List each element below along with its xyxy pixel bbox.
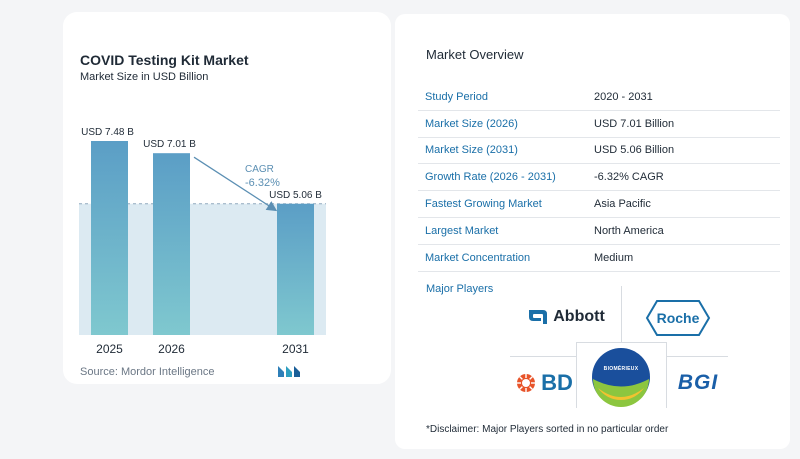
biomerieux-circle-icon [592, 348, 650, 407]
overview-row: Growth Rate (2026 - 2031) -6.32% CAGR [418, 164, 780, 192]
overview-label: Study Period [425, 90, 488, 103]
overview-row: Market Size (2026) USD 7.01 Billion [418, 111, 780, 138]
chart-title: COVID Testing Kit Market [80, 52, 249, 68]
overview-value: Asia Pacific [594, 198, 651, 211]
overview-label: Market Size (2026) [425, 117, 518, 130]
overview-table: Study Period 2020 - 2031 Market Size (20… [418, 84, 780, 272]
chart-subtitle: Market Size in USD Billion [80, 71, 209, 83]
overview-value: 2020 - 2031 [594, 90, 653, 103]
bgi-logo: BGI [677, 371, 719, 394]
overview-value: USD 5.06 Billion [594, 144, 675, 157]
x-tick-label: 2031 [282, 342, 309, 356]
overview-row: Fastest Growing Market Asia Pacific [418, 191, 780, 218]
overview-value: Medium [594, 251, 634, 264]
roche-logo: Roche [645, 298, 711, 338]
divider [576, 342, 667, 343]
bar-2026 [153, 153, 190, 335]
divider [666, 356, 728, 357]
overview-row: Market Concentration Medium [418, 245, 780, 272]
abbott-icon [529, 310, 548, 324]
x-tick-label: 2025 [96, 342, 123, 356]
overview-row: Largest Market North America [418, 218, 780, 245]
overview-value: -6.32% CAGR [594, 171, 664, 184]
overview-value: North America [594, 224, 664, 237]
overview-label: Growth Rate (2026 - 2031) [425, 171, 556, 184]
mordor-logo-icon [278, 366, 300, 377]
data-label: USD 7.01 B [143, 139, 196, 150]
overview-label: Largest Market [425, 224, 499, 237]
overview-title: Market Overview [426, 47, 524, 62]
data-label: USD 7.48 B [81, 127, 134, 138]
bd-logo: BD [512, 368, 576, 398]
bar-chart: USD 7.48 B 2025 USD 7.01 B 2026 USD 5.06 B 20… [79, 127, 326, 356]
major-players-title: Major Players [426, 283, 494, 295]
overview-row: Market Size (2031) USD 5.06 Billion [418, 138, 780, 165]
bar-2025 [91, 141, 128, 335]
data-label: USD 5.06 B [269, 190, 322, 201]
overview-value: USD 7.01 Billion [594, 117, 675, 130]
x-tick-label: 2026 [158, 342, 185, 356]
source-text: Source: Mordor Intelligence [80, 366, 215, 378]
bar-2031 [277, 203, 314, 335]
bd-sunburst-icon [517, 374, 536, 392]
divider [510, 356, 576, 357]
cagr-label: CAGR [245, 164, 274, 175]
divider [576, 342, 577, 408]
overview-label: Market Size (2031) [425, 144, 518, 157]
overview-row: Study Period 2020 - 2031 [418, 84, 780, 111]
overview-label: Market Concentration [425, 251, 531, 264]
divider [621, 286, 622, 342]
hexagon-icon [645, 300, 711, 336]
cagr-value: -6.32% [245, 177, 280, 189]
disclaimer-text: *Disclaimer: Major Players sorted in no … [426, 424, 669, 435]
overview-label: Fastest Growing Market [425, 198, 542, 211]
divider [666, 342, 667, 408]
abbott-logo: Abbott [518, 303, 614, 331]
biomerieux-logo: BIOMÉRIEUX [590, 346, 652, 408]
cagr-arrow [193, 156, 278, 212]
